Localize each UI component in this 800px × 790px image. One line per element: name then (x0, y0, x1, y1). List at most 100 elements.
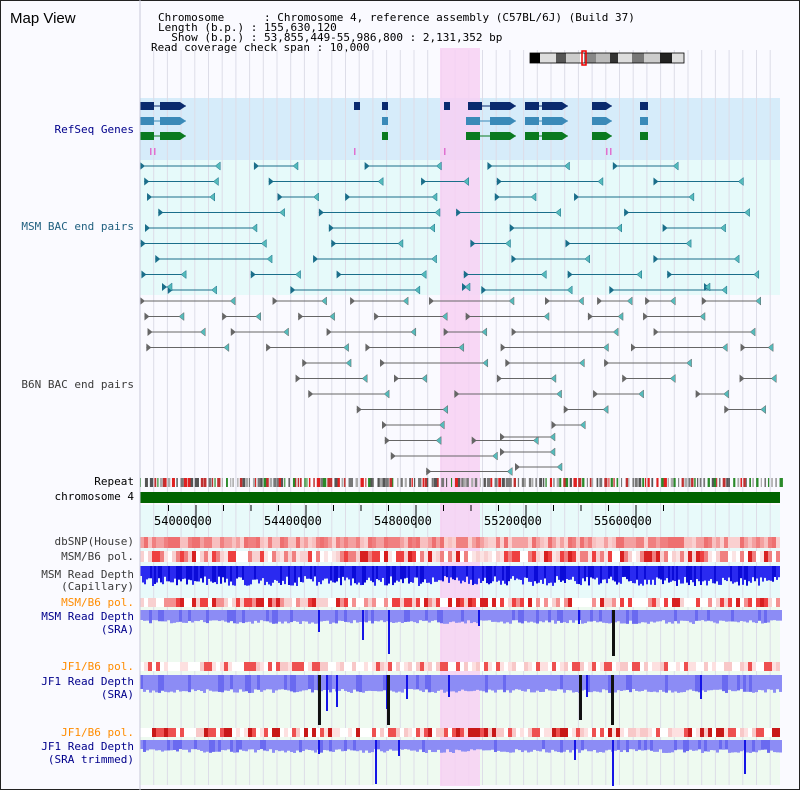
capillary-depth-bar (530, 566, 532, 582)
repeat-element (549, 478, 553, 487)
jf1-sra-depth (545, 675, 548, 690)
repeat-element (230, 478, 232, 487)
capillary-depth-bar (368, 566, 370, 578)
msm-sra-depth (287, 610, 290, 624)
msm-b6-pol-cell (488, 551, 492, 562)
track-label-msm-bac[interactable]: MSM BAC end pairs (21, 220, 134, 233)
jf1-trimmed-depth (752, 740, 755, 752)
jf1-b6-pol-2-cell (520, 728, 524, 737)
jf1-b6-pol-2-cell (768, 728, 772, 737)
repeat-element (292, 478, 297, 487)
track-label-msm-depth-sra[interactable]: MSM Read Depth (41, 610, 134, 623)
msm-b6-pol-2-cell (540, 598, 544, 607)
jf1-trimmed-depth (179, 740, 182, 750)
jf1-trimmed-depth (296, 740, 299, 751)
msm-sra-depth (674, 610, 677, 622)
msm-sra-depth (380, 610, 383, 621)
b6n-bac-pair-end (350, 297, 356, 305)
jf1-trimmed-depth (182, 740, 185, 750)
track-label-b6n-bac[interactable]: B6N BAC end pairs (21, 378, 134, 391)
track-label-msm-b6-pol-2[interactable]: MSM/B6 pol. (61, 596, 134, 609)
jf1-sra-depth (425, 675, 428, 690)
track-label-chromosome[interactable]: chromosome 4 (54, 490, 134, 503)
dbsnp-cell (740, 537, 744, 548)
dbsnp-cell (408, 537, 412, 548)
msm-bac-pair-end (612, 162, 618, 170)
capillary-depth-bar (408, 566, 410, 584)
track-label-msm-depth-capillary[interactable]: MSM Read Depth (41, 568, 134, 581)
dbsnp-cell (608, 537, 612, 548)
jf1-b6-pol-2-cell (556, 728, 560, 737)
msm-b6-pol-2-cell (556, 598, 560, 607)
track-label-msm-b6-pol[interactable]: MSM/B6 pol. (61, 550, 134, 563)
dbsnp-cell (420, 537, 424, 548)
msm-sra-depth-spike (478, 610, 480, 626)
track-label-jf1-b6-pol-2[interactable]: JF1/B6 pol. (61, 726, 134, 739)
capillary-depth-bar (698, 566, 700, 582)
msm-b6-pol-cell (640, 551, 644, 562)
b6n-bac-pair-end (343, 342, 349, 353)
jf1-trimmed-depth (524, 740, 527, 751)
msm-b6-pol-2-cell (716, 598, 720, 607)
track-label-repeat[interactable]: Repeat (94, 475, 134, 488)
msm-bac-pair-end (313, 192, 319, 202)
dbsnp-cell (476, 537, 480, 548)
refseq-exon (592, 132, 606, 140)
jf1-b6-pol-2-cell (304, 728, 308, 737)
msm-sra-depth (737, 610, 740, 623)
msm-b6-pol-2-cell (444, 598, 448, 607)
jf1-trimmed-depth (689, 740, 692, 750)
jf1-b6-pol-2-cell (544, 728, 548, 737)
jf1-b6-pol-2-cell (360, 728, 364, 737)
msm-sra-depth (281, 610, 284, 624)
msm-b6-pol-cell (312, 551, 316, 562)
jf1-sra-depth (674, 675, 677, 692)
jf1-b6-pol-cell (356, 662, 360, 671)
repeat-element (154, 478, 157, 487)
ideogram-band (632, 53, 644, 63)
jf1-b6-pol-2-cell (592, 728, 596, 737)
track-label-jf1-depth-trimmed[interactable]: JF1 Read Depth (41, 740, 134, 753)
capillary-depth-bar (500, 566, 502, 585)
jf1-trimmed-depth (734, 740, 737, 753)
msm-b6-pol-cell (620, 551, 624, 562)
refseq-strand-arrow (606, 132, 612, 140)
msm-b6-pol-cell (644, 551, 648, 562)
capillary-depth-bar (282, 566, 284, 581)
jf1-trimmed-depth (266, 740, 269, 752)
track-label-refseq[interactable]: RefSeq Genes (54, 123, 134, 136)
capillary-depth-bar (316, 566, 318, 586)
jf1-sra-depth (596, 675, 599, 692)
msm-b6-pol-2-cell (368, 598, 372, 607)
jf1-sra-depth-spike (336, 675, 338, 707)
msm-sra-depth (677, 610, 680, 624)
msm-b6-pol-2-cell (428, 598, 432, 607)
track-label-jf1-b6-pol[interactable]: JF1/B6 pol. (61, 660, 134, 673)
jf1-b6-pol-2-cell (204, 728, 208, 737)
repeat-element (368, 478, 372, 487)
refseq-exon (140, 102, 154, 110)
msm-sra-depth (569, 610, 572, 621)
track-label-jf1-depth-sra[interactable]: JF1 Read Depth (41, 675, 134, 688)
msm-b6-pol-2-cell (304, 598, 308, 607)
capillary-depth-bar (284, 566, 286, 585)
msm-bac-pair-end (470, 239, 476, 248)
repeat-element (409, 478, 411, 487)
capillary-depth-bar (188, 566, 190, 580)
capillary-depth-bar (262, 566, 264, 579)
jf1-b6-pol-cell (592, 662, 596, 671)
msm-bac-pair-end (295, 269, 301, 280)
capillary-depth-bar (678, 566, 680, 580)
track-label-dbsnp[interactable]: dbSNP(House) (54, 535, 134, 548)
jf1-b6-pol-cell (332, 662, 336, 671)
jf1-trimmed-depth-spike (744, 740, 746, 774)
capillary-depth-bar (608, 566, 610, 579)
msm-b6-pol-2-cell (492, 598, 496, 607)
capillary-depth-bar (690, 566, 692, 580)
b6n-bac-pair-end (563, 405, 569, 414)
jf1-b6-pol-cell (740, 662, 744, 671)
capillary-depth-bar (324, 566, 326, 579)
msm-b6-pol-cell (144, 551, 148, 562)
dbsnp-cell (508, 537, 512, 548)
